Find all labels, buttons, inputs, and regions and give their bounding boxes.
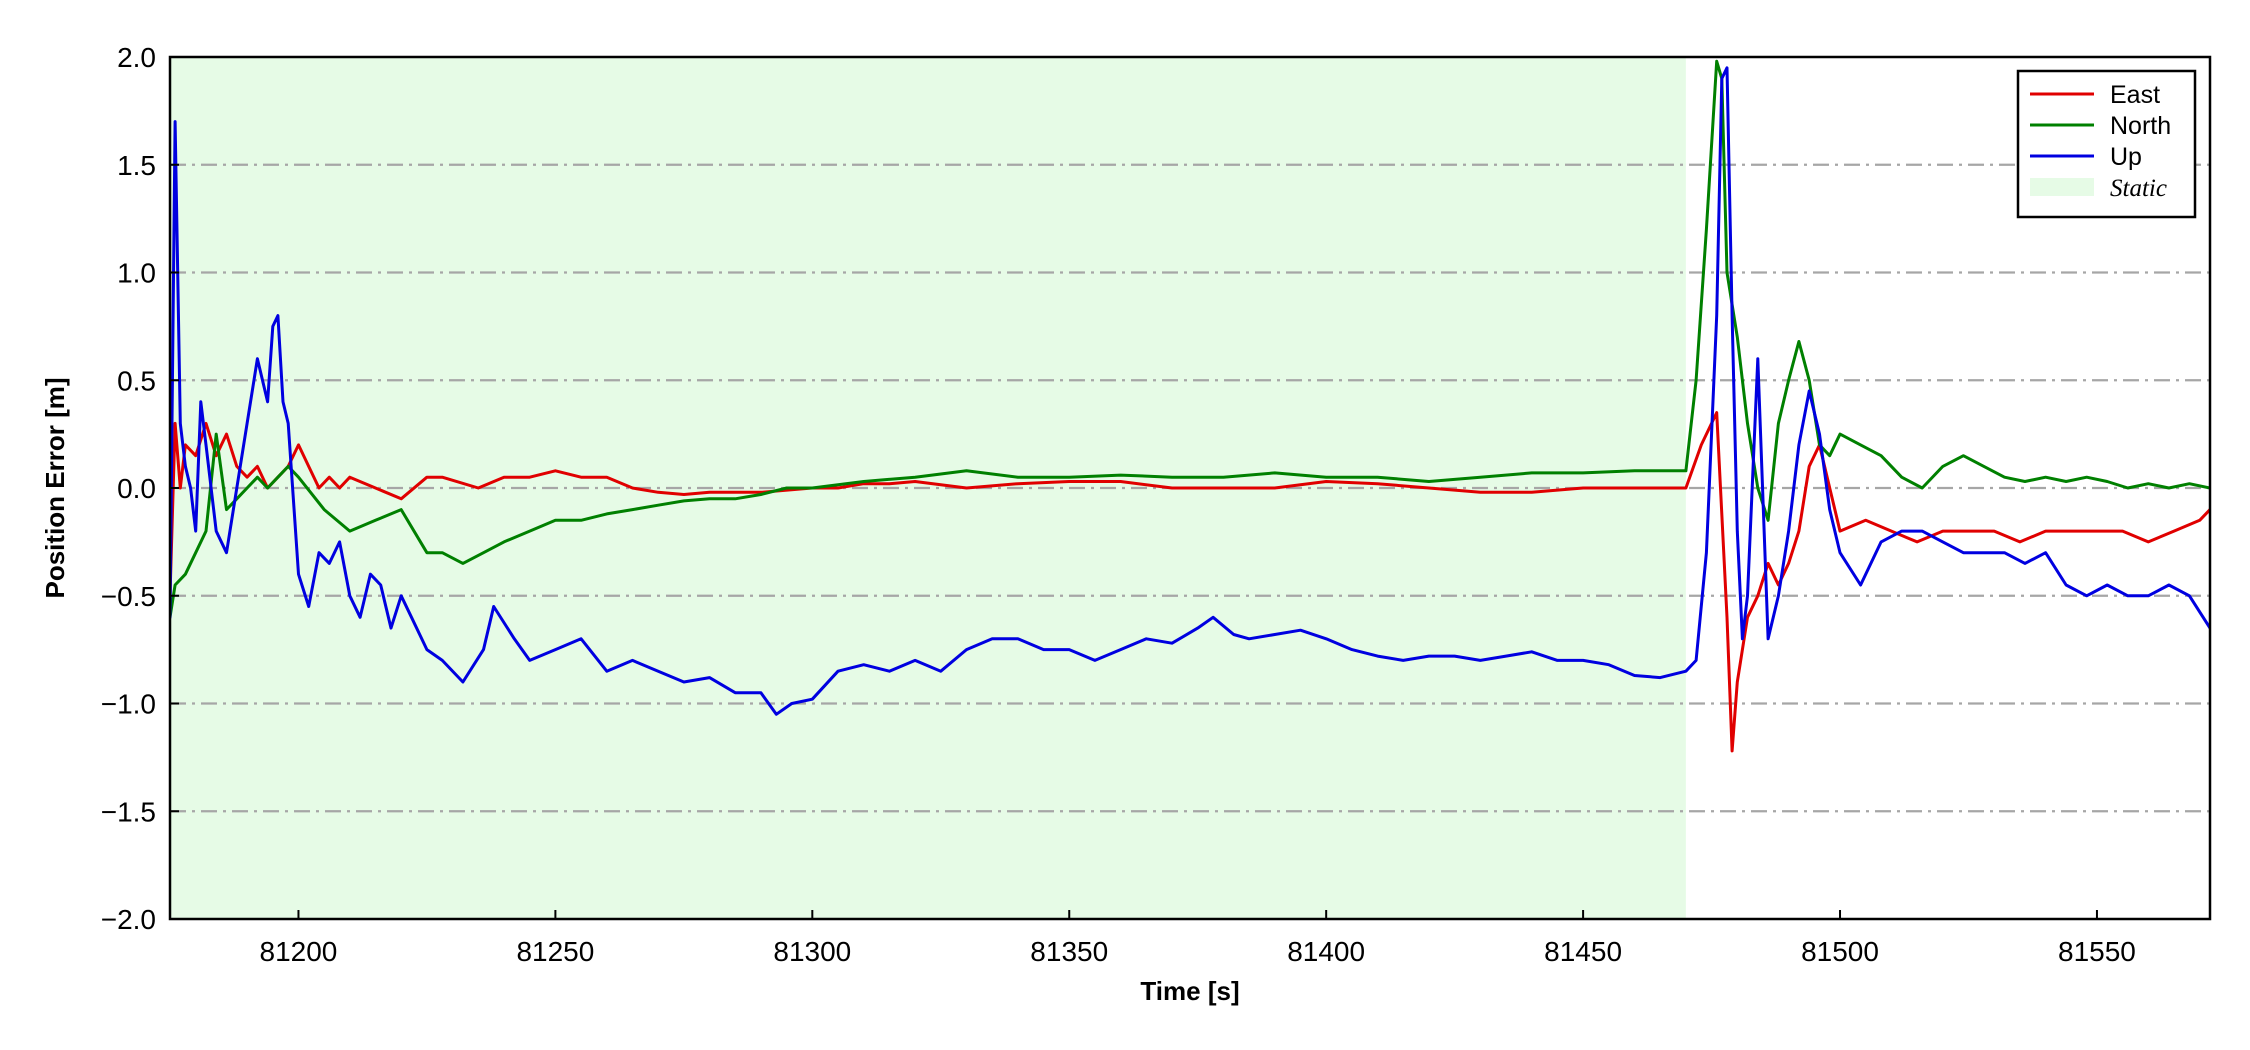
- legend-label-up: Up: [2110, 143, 2142, 171]
- y-tick-label-8: 2.0: [117, 42, 156, 73]
- legend-swatch-static: [2030, 178, 2094, 196]
- tick-layer: 81200 81250 81300 81350 81400 81450 81500 81550…: [101, 42, 2136, 967]
- y-axis-title: Position Error [m]: [40, 377, 70, 598]
- series-line-east: [170, 411, 2210, 753]
- x-tick-label-1: 81250: [516, 936, 594, 967]
- x-tick-label-6: 81500: [1801, 936, 1879, 967]
- y-tick-label-2: −1.0: [101, 689, 156, 720]
- x-tick-label-3: 81350: [1030, 936, 1108, 967]
- legend-label-static: Static: [2110, 175, 2167, 202]
- x-axis-title: Time [s]: [1140, 976, 1239, 1006]
- x-tick-label-5: 81450: [1544, 936, 1622, 967]
- x-tick-label-4: 81400: [1287, 936, 1365, 967]
- legend: East North Up Static: [2016, 69, 2197, 219]
- y-tick-label-6: 1.0: [117, 258, 156, 289]
- series-line-up: [170, 66, 2210, 716]
- series-layer: [170, 59, 2210, 753]
- x-tick-label-2: 81300: [773, 936, 851, 967]
- y-tick-label-4: 0.0: [117, 473, 156, 504]
- legend-items: East North Up Static: [2030, 81, 2171, 202]
- y-tick-label-0: −2.0: [101, 904, 156, 935]
- x-tick-label-0: 81200: [260, 936, 338, 967]
- y-tick-label-1: −1.5: [101, 796, 156, 827]
- x-tick-label-7: 81550: [2058, 936, 2136, 967]
- y-tick-label-3: −0.5: [101, 581, 156, 612]
- series-line-north: [170, 59, 2210, 619]
- y-tick-label-7: 1.5: [117, 150, 156, 181]
- legend-label-east: East: [2110, 81, 2160, 109]
- legend-label-north: North: [2110, 112, 2171, 140]
- y-tick-label-5: 0.5: [117, 365, 156, 396]
